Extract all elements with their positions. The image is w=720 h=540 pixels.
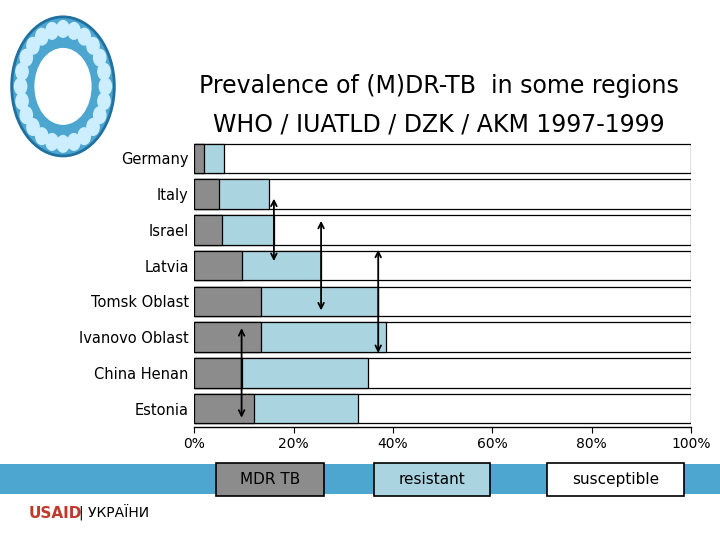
Bar <box>194 215 222 245</box>
Circle shape <box>98 93 110 110</box>
Text: susceptible: susceptible <box>572 472 660 487</box>
Text: WHO / IUATLD / DZK / AKM 1997-1999: WHO / IUATLD / DZK / AKM 1997-1999 <box>213 112 665 136</box>
Bar <box>194 215 691 245</box>
Bar <box>194 144 224 173</box>
Circle shape <box>46 23 58 39</box>
Circle shape <box>68 133 80 150</box>
Circle shape <box>16 93 28 110</box>
Circle shape <box>94 107 106 124</box>
Text: Prevalence of (M)DR-TB  in some regions: Prevalence of (M)DR-TB in some regions <box>199 75 679 98</box>
Bar <box>194 394 359 423</box>
Circle shape <box>68 23 80 39</box>
Circle shape <box>36 28 48 45</box>
Circle shape <box>99 78 112 94</box>
Bar <box>194 251 691 280</box>
Text: USAID: USAID <box>29 505 82 521</box>
Circle shape <box>16 63 28 80</box>
Circle shape <box>27 37 39 54</box>
Circle shape <box>57 21 69 37</box>
Bar <box>194 287 378 316</box>
Circle shape <box>57 136 69 152</box>
Circle shape <box>14 78 27 94</box>
Bar <box>194 179 220 209</box>
Bar <box>194 287 261 316</box>
Circle shape <box>35 49 91 124</box>
Circle shape <box>98 63 110 80</box>
Bar <box>194 394 254 423</box>
Bar <box>194 144 691 173</box>
Text: MDR TB: MDR TB <box>240 472 300 487</box>
Bar <box>194 251 321 280</box>
Bar <box>194 358 368 388</box>
Bar <box>194 144 204 173</box>
Bar <box>194 358 691 388</box>
Bar <box>194 251 242 280</box>
Bar <box>194 358 242 388</box>
Circle shape <box>78 28 90 45</box>
Circle shape <box>46 133 58 150</box>
Bar <box>194 394 691 423</box>
Circle shape <box>27 119 39 136</box>
Bar <box>194 322 691 352</box>
Text: | УКРАЇНИ: | УКРАЇНИ <box>79 505 149 521</box>
Circle shape <box>94 49 106 66</box>
Circle shape <box>87 37 99 54</box>
Circle shape <box>12 17 114 156</box>
Bar <box>194 179 691 209</box>
Bar <box>194 215 274 245</box>
Bar <box>194 287 691 316</box>
Circle shape <box>36 128 48 145</box>
Bar <box>194 179 269 209</box>
Circle shape <box>87 119 99 136</box>
Bar <box>194 322 261 352</box>
Circle shape <box>78 128 90 145</box>
Text: resistant: resistant <box>399 472 465 487</box>
Bar <box>194 322 386 352</box>
Circle shape <box>20 107 32 124</box>
Circle shape <box>20 49 32 66</box>
